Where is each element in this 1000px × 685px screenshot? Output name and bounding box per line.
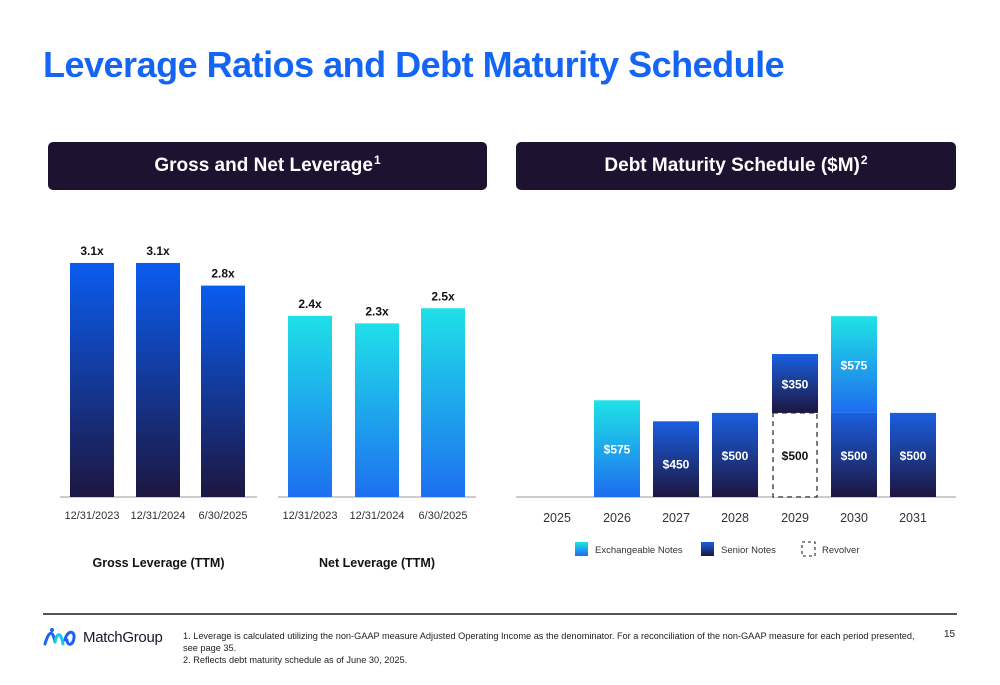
footnotes: 1. Leverage is calculated utilizing the …: [183, 630, 923, 666]
senior-notes-value-label: $350: [782, 377, 809, 391]
net-leverage-value-label: 2.5x: [431, 289, 455, 303]
gross-leverage-tick-label: 6/30/2025: [199, 510, 248, 522]
gross-leverage-axis-title: Gross Leverage (TTM): [93, 556, 225, 570]
gross-leverage-value-label: 2.8x: [211, 267, 235, 281]
senior-notes-bar: [712, 412, 758, 497]
match-group-logo-icon: [43, 628, 76, 646]
senior-notes-value-label: $450: [663, 457, 690, 471]
maturity-year-label: 2027: [662, 511, 690, 525]
exchangeable-notes-value-label: $575: [841, 359, 868, 373]
exchangeable-notes-bar: [831, 316, 877, 413]
senior-notes-value-label: $500: [841, 449, 868, 463]
exchangeable-notes-value-label: $575: [604, 442, 631, 456]
gross-leverage-bar: [136, 262, 180, 497]
leverage-panel-header: Gross and Net Leverage 1: [48, 142, 487, 190]
legend-revolver-swatch: [801, 541, 816, 557]
footnote-ref-2: 2: [860, 153, 868, 167]
net-leverage-bar: [421, 308, 465, 497]
net-leverage-value-label: 2.4x: [298, 297, 322, 311]
gross-leverage-value-label: 3.1x: [80, 244, 104, 258]
page-title: Leverage Ratios and Debt Maturity Schedu…: [43, 44, 785, 85]
net-leverage-tick-label: 12/31/2023: [282, 510, 337, 522]
senior-notes-value-label: $500: [900, 449, 927, 463]
exchangeable-notes-bar: [594, 400, 640, 497]
page-number: 15: [944, 629, 956, 640]
gross-leverage-bar: [201, 285, 245, 497]
legend-exchangeable-notes-swatch: [575, 542, 588, 556]
net-leverage-value-label: 2.3x: [365, 304, 389, 318]
maturity-panel-header: Debt Maturity Schedule ($M) 2: [516, 142, 956, 190]
senior-notes-bar: [831, 412, 877, 497]
legend-revolver-label: Revolver: [822, 545, 860, 556]
legend-senior-notes-label: Senior Notes: [721, 545, 776, 556]
maturity-year-label: 2029: [781, 511, 809, 525]
net-leverage-axis-title: Net Leverage (TTM): [319, 556, 435, 570]
legend-exchangeable-notes-label: Exchangeable Notes: [595, 545, 683, 556]
legend-senior-notes-swatch: [701, 542, 714, 556]
net-leverage-bar: [288, 315, 332, 497]
senior-notes-bar: [890, 412, 936, 497]
maturity-year-label: 2028: [721, 511, 749, 525]
match-group-logo: MatchGroup: [43, 626, 163, 648]
revolver-value-label: $500: [782, 449, 809, 463]
senior-notes-bar: [653, 421, 699, 497]
footer-divider: [43, 613, 957, 615]
gross-leverage-value-label: 3.1x: [146, 244, 170, 258]
leverage-panel-title: Gross and Net Leverage: [154, 155, 373, 176]
net-leverage-bar: [355, 323, 399, 497]
maturity-year-label: 2026: [603, 511, 631, 525]
gross-leverage-tick-label: 12/31/2024: [130, 510, 185, 522]
net-leverage-tick-label: 6/30/2025: [419, 510, 468, 522]
footnote-2: 2. Reflects debt maturity schedule as of…: [183, 655, 408, 665]
gross-leverage-bar: [70, 262, 114, 497]
gross-leverage-tick-label: 12/31/2023: [64, 510, 119, 522]
maturity-year-label: 2031: [899, 511, 927, 525]
footnote-1: 1. Leverage is calculated utilizing the …: [183, 631, 915, 653]
senior-notes-value-label: $500: [722, 449, 749, 463]
maturity-year-label: 2030: [840, 511, 868, 525]
footnote-ref-1: 1: [373, 153, 381, 167]
logo-text: MatchGroup: [83, 628, 163, 646]
maturity-panel-title: Debt Maturity Schedule ($M): [604, 155, 860, 176]
senior-notes-bar: [772, 354, 818, 413]
net-leverage-tick-label: 12/31/2024: [349, 510, 404, 522]
maturity-year-label: 2025: [543, 511, 571, 525]
